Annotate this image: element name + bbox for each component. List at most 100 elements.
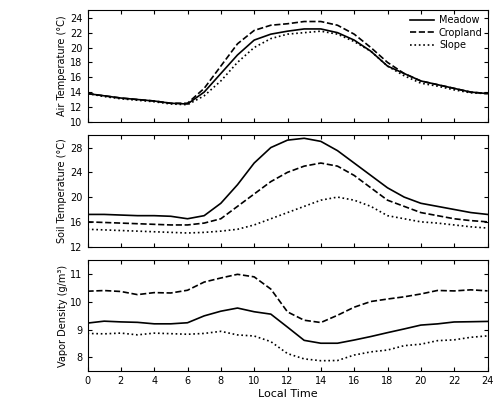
Cropland: [284, 170, 290, 175]
Meadow: [118, 320, 124, 325]
Slope: [284, 32, 290, 37]
Y-axis label: Vapor Density (g/m³): Vapor Density (g/m³): [58, 265, 68, 367]
Meadow: [484, 91, 490, 96]
Slope: [201, 93, 207, 98]
Slope: [234, 60, 240, 65]
Slope: [318, 29, 324, 34]
Slope: [251, 45, 257, 50]
Cropland: [468, 287, 474, 292]
Cropland: [201, 221, 207, 226]
Cropland: [101, 220, 107, 225]
Meadow: [218, 309, 224, 314]
Meadow: [184, 102, 190, 107]
Slope: [284, 210, 290, 215]
Cropland: [101, 288, 107, 293]
Cropland: [401, 71, 407, 76]
Slope: [301, 356, 307, 361]
Meadow: [168, 214, 174, 219]
Meadow: [251, 161, 257, 166]
X-axis label: Local Time: Local Time: [258, 389, 318, 399]
Cropland: [351, 173, 357, 178]
Slope: [334, 358, 340, 363]
Meadow: [334, 30, 340, 35]
Line: Slope: Slope: [88, 331, 488, 361]
Meadow: [151, 321, 157, 326]
Meadow: [434, 82, 440, 87]
Cropland: [451, 288, 457, 293]
Meadow: [451, 320, 457, 325]
Cropland: [218, 276, 224, 281]
Line: Cropland: Cropland: [88, 22, 488, 103]
Slope: [451, 222, 457, 227]
Slope: [101, 94, 107, 99]
Cropland: [484, 288, 490, 293]
Slope: [351, 198, 357, 203]
Slope: [368, 349, 374, 354]
Cropland: [151, 98, 157, 103]
Meadow: [301, 338, 307, 343]
Slope: [168, 102, 174, 107]
Slope: [218, 329, 224, 334]
Slope: [134, 229, 140, 234]
Cropland: [334, 23, 340, 28]
Slope: [468, 90, 474, 95]
Cropland: [151, 222, 157, 227]
Cropland: [201, 280, 207, 285]
Cropland: [251, 274, 257, 279]
Cropland: [118, 95, 124, 100]
Slope: [418, 81, 424, 85]
Meadow: [434, 321, 440, 326]
Cropland: [451, 216, 457, 221]
Slope: [351, 353, 357, 358]
Slope: [268, 339, 274, 344]
Meadow: [268, 312, 274, 317]
Slope: [218, 229, 224, 234]
Cropland: [351, 32, 357, 37]
Slope: [134, 332, 140, 337]
Meadow: [101, 319, 107, 324]
Slope: [318, 198, 324, 203]
Cropland: [434, 288, 440, 293]
Y-axis label: Soil Temperature (°C): Soil Temperature (°C): [58, 139, 68, 243]
Cropland: [401, 294, 407, 299]
Slope: [234, 227, 240, 232]
Slope: [118, 96, 124, 101]
Cropland: [134, 221, 140, 226]
Cropland: [484, 220, 490, 225]
Line: Cropland: Cropland: [88, 274, 488, 322]
Meadow: [418, 322, 424, 327]
Cropland: [84, 220, 90, 225]
Slope: [118, 331, 124, 336]
Meadow: [134, 97, 140, 102]
Cropland: [434, 82, 440, 87]
Meadow: [351, 38, 357, 43]
Cropland: [301, 318, 307, 323]
Slope: [201, 331, 207, 336]
Meadow: [118, 95, 124, 100]
Cropland: [284, 21, 290, 26]
Cropland: [451, 86, 457, 91]
Meadow: [468, 90, 474, 95]
Meadow: [301, 136, 307, 141]
Meadow: [351, 337, 357, 342]
Meadow: [484, 319, 490, 324]
Line: Slope: Slope: [88, 197, 488, 233]
Meadow: [418, 201, 424, 206]
Meadow: [451, 207, 457, 212]
Slope: [484, 333, 490, 338]
Meadow: [434, 204, 440, 209]
Meadow: [318, 341, 324, 346]
Meadow: [234, 305, 240, 310]
Cropland: [468, 90, 474, 95]
Cropland: [351, 305, 357, 310]
Slope: [451, 337, 457, 342]
Slope: [401, 343, 407, 348]
Cropland: [234, 204, 240, 209]
Meadow: [101, 212, 107, 217]
Meadow: [384, 330, 390, 335]
Slope: [84, 91, 90, 96]
Cropland: [334, 313, 340, 318]
Slope: [384, 347, 390, 352]
Cropland: [218, 216, 224, 221]
Meadow: [268, 145, 274, 150]
